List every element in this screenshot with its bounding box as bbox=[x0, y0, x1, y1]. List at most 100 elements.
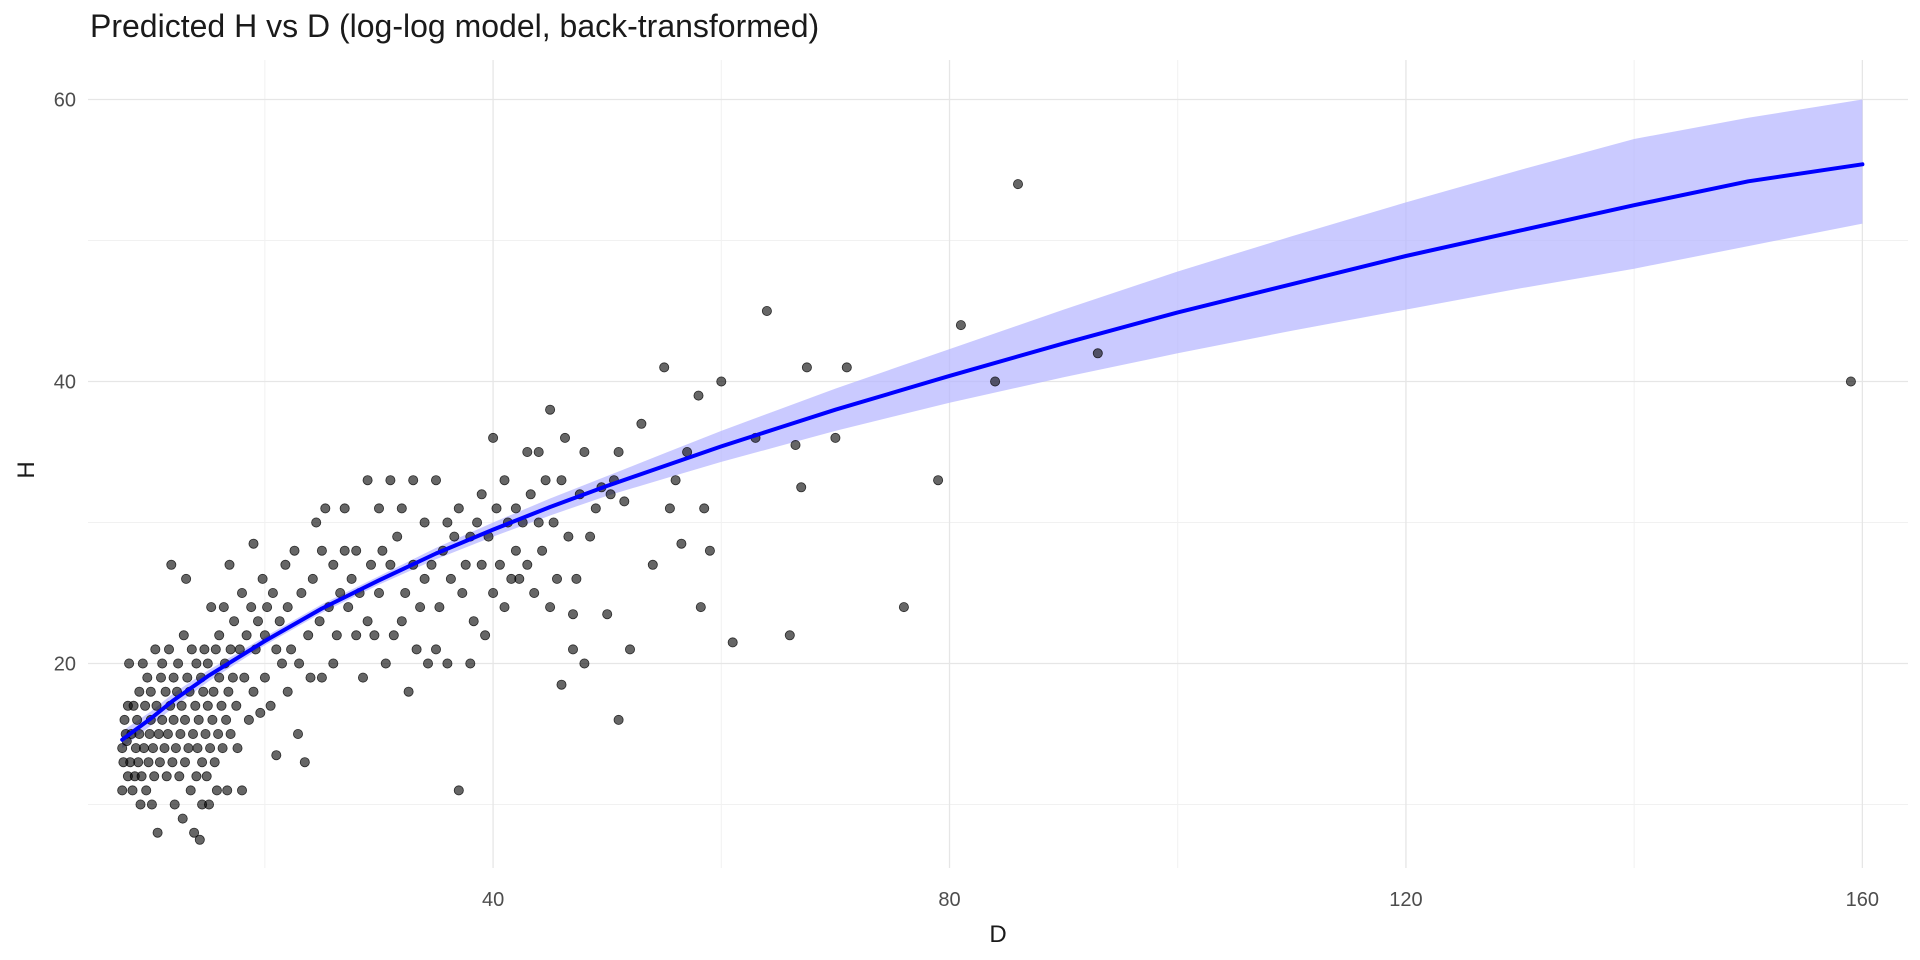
data-point bbox=[160, 686, 171, 697]
data-point bbox=[255, 707, 266, 718]
data-point bbox=[292, 729, 303, 740]
data-point bbox=[179, 757, 190, 768]
x-tick-label: 160 bbox=[1846, 889, 1879, 911]
data-point bbox=[225, 729, 236, 740]
data-point bbox=[411, 644, 422, 655]
data-point bbox=[545, 602, 556, 613]
data-point bbox=[294, 658, 305, 669]
data-point bbox=[194, 834, 205, 845]
data-point bbox=[213, 729, 224, 740]
data-point bbox=[400, 588, 411, 599]
fit-line bbox=[120, 162, 1865, 742]
data-point bbox=[173, 658, 184, 669]
data-point bbox=[128, 700, 139, 711]
data-point bbox=[343, 602, 354, 613]
data-point bbox=[585, 531, 596, 542]
data-point bbox=[510, 545, 521, 556]
data-point bbox=[357, 672, 368, 683]
data-point bbox=[457, 588, 468, 599]
data-point bbox=[552, 573, 563, 584]
data-point bbox=[286, 644, 297, 655]
data-point bbox=[796, 482, 807, 493]
data-point bbox=[202, 700, 213, 711]
data-point bbox=[149, 771, 160, 782]
data-point bbox=[716, 376, 727, 387]
data-point bbox=[415, 602, 426, 613]
fit-line-layer bbox=[120, 162, 1865, 742]
data-point bbox=[426, 559, 437, 570]
y-tick-label: 40 bbox=[54, 372, 76, 394]
y-tick-label: 60 bbox=[54, 89, 76, 111]
data-point bbox=[830, 432, 841, 443]
data-point bbox=[259, 672, 270, 683]
data-point bbox=[134, 686, 145, 697]
data-point bbox=[232, 743, 243, 754]
data-point bbox=[314, 616, 325, 627]
data-point bbox=[200, 729, 211, 740]
data-point bbox=[117, 743, 128, 754]
data-point bbox=[510, 503, 521, 514]
data-point bbox=[198, 686, 209, 697]
data-point bbox=[605, 489, 616, 500]
data-point bbox=[488, 432, 499, 443]
data-point bbox=[1845, 376, 1856, 387]
data-point bbox=[695, 602, 706, 613]
data-point bbox=[166, 559, 177, 570]
data-point bbox=[282, 686, 293, 697]
data-point bbox=[202, 658, 213, 669]
data-point bbox=[480, 630, 491, 641]
data-point bbox=[177, 813, 188, 824]
data-point bbox=[181, 573, 192, 584]
data-point bbox=[257, 573, 268, 584]
data-point bbox=[898, 602, 909, 613]
data-point bbox=[305, 672, 316, 683]
data-point bbox=[252, 616, 263, 627]
data-point bbox=[151, 700, 162, 711]
data-point bbox=[351, 630, 362, 641]
data-point bbox=[841, 362, 852, 373]
data-point bbox=[676, 538, 687, 549]
data-point bbox=[316, 672, 327, 683]
data-point bbox=[556, 679, 567, 690]
data-point bbox=[396, 616, 407, 627]
x-tick-label: 80 bbox=[938, 889, 960, 911]
data-point bbox=[206, 602, 217, 613]
data-point bbox=[491, 503, 502, 514]
data-point bbox=[207, 714, 218, 725]
data-point bbox=[955, 320, 966, 331]
data-point bbox=[472, 517, 483, 528]
data-point bbox=[153, 729, 164, 740]
data-point bbox=[590, 503, 601, 514]
data-point bbox=[241, 630, 252, 641]
data-point bbox=[179, 714, 190, 725]
data-point bbox=[216, 700, 227, 711]
data-point bbox=[571, 573, 582, 584]
data-point bbox=[388, 630, 399, 641]
data-point bbox=[218, 602, 229, 613]
data-point bbox=[377, 545, 388, 556]
data-point bbox=[529, 588, 540, 599]
data-point bbox=[476, 489, 487, 500]
data-point bbox=[211, 785, 222, 796]
data-point bbox=[761, 305, 772, 316]
data-point bbox=[140, 700, 151, 711]
data-point bbox=[619, 496, 630, 507]
data-point bbox=[403, 686, 414, 697]
data-point bbox=[267, 588, 278, 599]
data-point bbox=[214, 630, 225, 641]
data-point bbox=[280, 559, 291, 570]
data-point bbox=[231, 700, 242, 711]
data-point bbox=[419, 517, 430, 528]
data-point bbox=[476, 559, 487, 570]
data-point bbox=[385, 559, 396, 570]
data-point bbox=[248, 686, 259, 697]
data-point bbox=[209, 757, 220, 768]
data-point bbox=[182, 672, 193, 683]
confidence-band-layer bbox=[122, 99, 1863, 749]
data-point bbox=[119, 714, 130, 725]
data-point bbox=[210, 644, 221, 655]
data-point bbox=[136, 771, 147, 782]
data-point bbox=[664, 503, 675, 514]
data-point bbox=[442, 517, 453, 528]
